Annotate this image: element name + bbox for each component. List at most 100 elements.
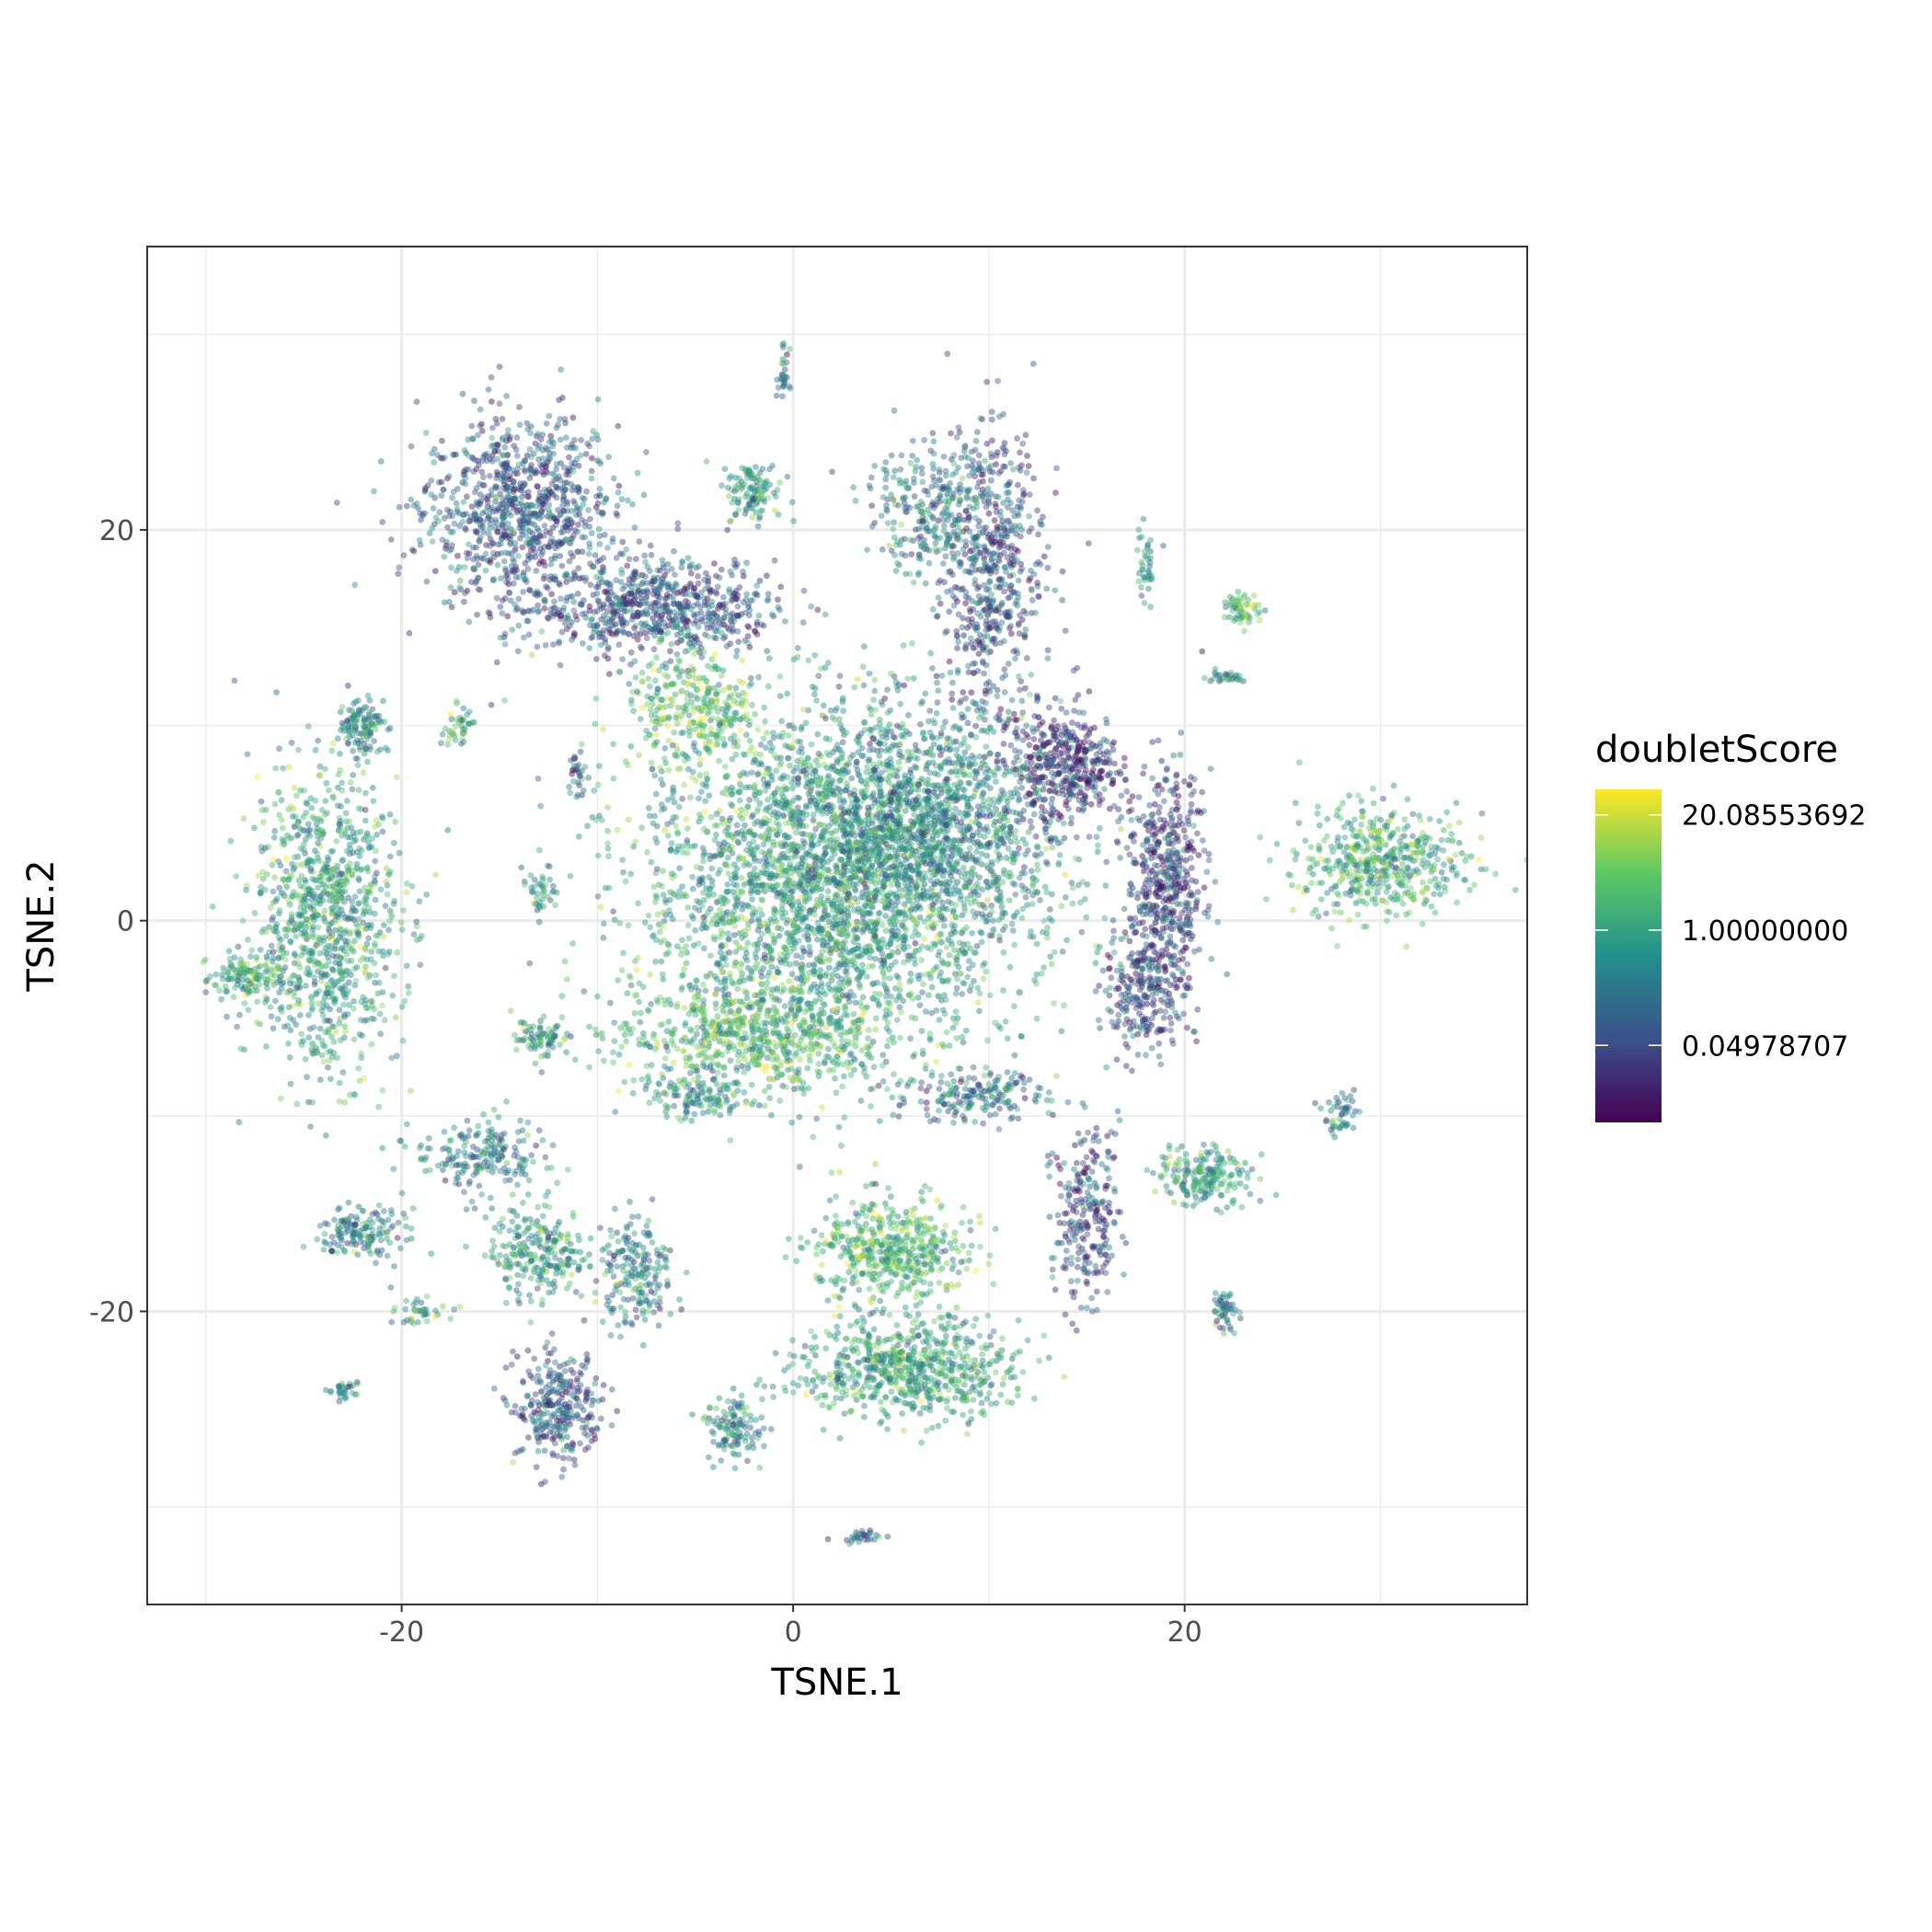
scatter-point	[715, 716, 721, 722]
scatter-point	[953, 956, 960, 963]
scatter-point	[674, 830, 682, 837]
scatter-point	[535, 602, 541, 609]
scatter-point	[729, 784, 735, 791]
scatter-point	[475, 574, 481, 581]
scatter-point	[732, 684, 740, 692]
scatter-point	[880, 1078, 887, 1085]
scatter-point	[622, 878, 629, 885]
scatter-point	[670, 597, 677, 604]
scatter-point	[715, 731, 722, 739]
scatter-point	[777, 759, 785, 766]
scatter-point	[726, 846, 732, 854]
scatter-point	[799, 945, 806, 951]
scatter-point	[888, 670, 894, 677]
scatter-point	[545, 454, 552, 461]
scatter-point	[679, 795, 685, 802]
scatter-point	[935, 952, 942, 959]
scatter-point	[745, 604, 752, 610]
scatter-point	[824, 888, 832, 895]
scatter-point	[918, 776, 926, 782]
scatter-point	[707, 813, 715, 821]
scatter-point	[918, 957, 925, 963]
scatter-point	[649, 718, 656, 724]
scatter-point	[1101, 914, 1109, 922]
scatter-point	[745, 624, 753, 631]
scatter-point	[509, 556, 516, 562]
scatter-point	[1059, 949, 1066, 955]
scatter-point	[726, 586, 733, 592]
scatter-point	[537, 802, 544, 810]
scatter-point	[1048, 960, 1055, 968]
scatter-point	[651, 578, 659, 585]
scatter-point	[724, 881, 731, 888]
scatter-point	[790, 768, 798, 775]
scatter-point	[740, 569, 746, 575]
scatter-point	[533, 512, 539, 520]
scatter-point	[604, 646, 612, 653]
scatter-point	[706, 885, 713, 892]
scatter-point	[559, 607, 567, 615]
scatter-point	[907, 1035, 914, 1042]
scatter-point	[792, 940, 799, 947]
scatter-point	[683, 943, 690, 950]
scatter-point	[707, 730, 714, 738]
scatter-point	[695, 730, 702, 737]
scatter-point	[651, 632, 659, 639]
scatter-point	[618, 496, 626, 503]
scatter-point	[922, 1061, 929, 1068]
scatter-point	[661, 917, 668, 925]
scatter-point	[539, 501, 546, 508]
scatter-point	[410, 547, 418, 555]
scatter-point	[477, 491, 484, 498]
scatter-point	[773, 767, 779, 775]
scatter-point	[563, 976, 570, 983]
scatter-point	[595, 763, 603, 769]
scatter-point	[704, 776, 711, 783]
scatter-point	[857, 1098, 865, 1104]
scatter-point	[813, 697, 820, 704]
scatter-point	[705, 684, 712, 690]
scatter-point	[563, 434, 569, 441]
scatter-point	[615, 482, 623, 489]
scatter-point	[553, 466, 559, 473]
scatter-point	[408, 443, 415, 450]
scatter-point	[511, 486, 517, 493]
scatter-point	[754, 940, 761, 948]
scatter-point	[582, 577, 589, 584]
scatter-point	[593, 590, 601, 597]
scatter-point	[889, 1094, 896, 1101]
scatter-point	[974, 999, 982, 1006]
scatter-point	[949, 1015, 957, 1022]
scatter-point	[696, 755, 704, 763]
scatter-point	[516, 535, 523, 542]
scatter-point	[575, 484, 581, 490]
scatter-point	[752, 950, 759, 957]
scatter-point	[680, 729, 686, 736]
scatter-point	[788, 1119, 796, 1126]
scatter-point	[871, 687, 879, 695]
scatter-point	[557, 436, 564, 443]
scatter-point	[498, 461, 505, 467]
scatter-point	[684, 904, 692, 911]
scatter-point	[684, 849, 691, 857]
scatter-point	[859, 663, 867, 671]
scatter-point	[840, 707, 846, 715]
scatter-point	[596, 533, 604, 539]
scatter-point	[736, 677, 743, 684]
scatter-point	[476, 536, 483, 544]
scatter-point	[541, 523, 548, 529]
scatter-point	[692, 675, 698, 682]
scatter-point	[1044, 924, 1051, 931]
scatter-point	[487, 559, 494, 566]
scatter-point	[842, 1003, 848, 1009]
scatter-point	[516, 524, 523, 532]
scatter-point	[660, 891, 667, 898]
scatter-point	[986, 992, 994, 999]
scatter-point	[761, 704, 768, 711]
scatter-point	[719, 667, 727, 674]
scatter-point	[647, 683, 653, 690]
scatter-point	[456, 577, 464, 584]
scatter-point	[519, 502, 526, 510]
scatter-point	[1033, 940, 1041, 948]
scatter-point	[439, 536, 446, 543]
